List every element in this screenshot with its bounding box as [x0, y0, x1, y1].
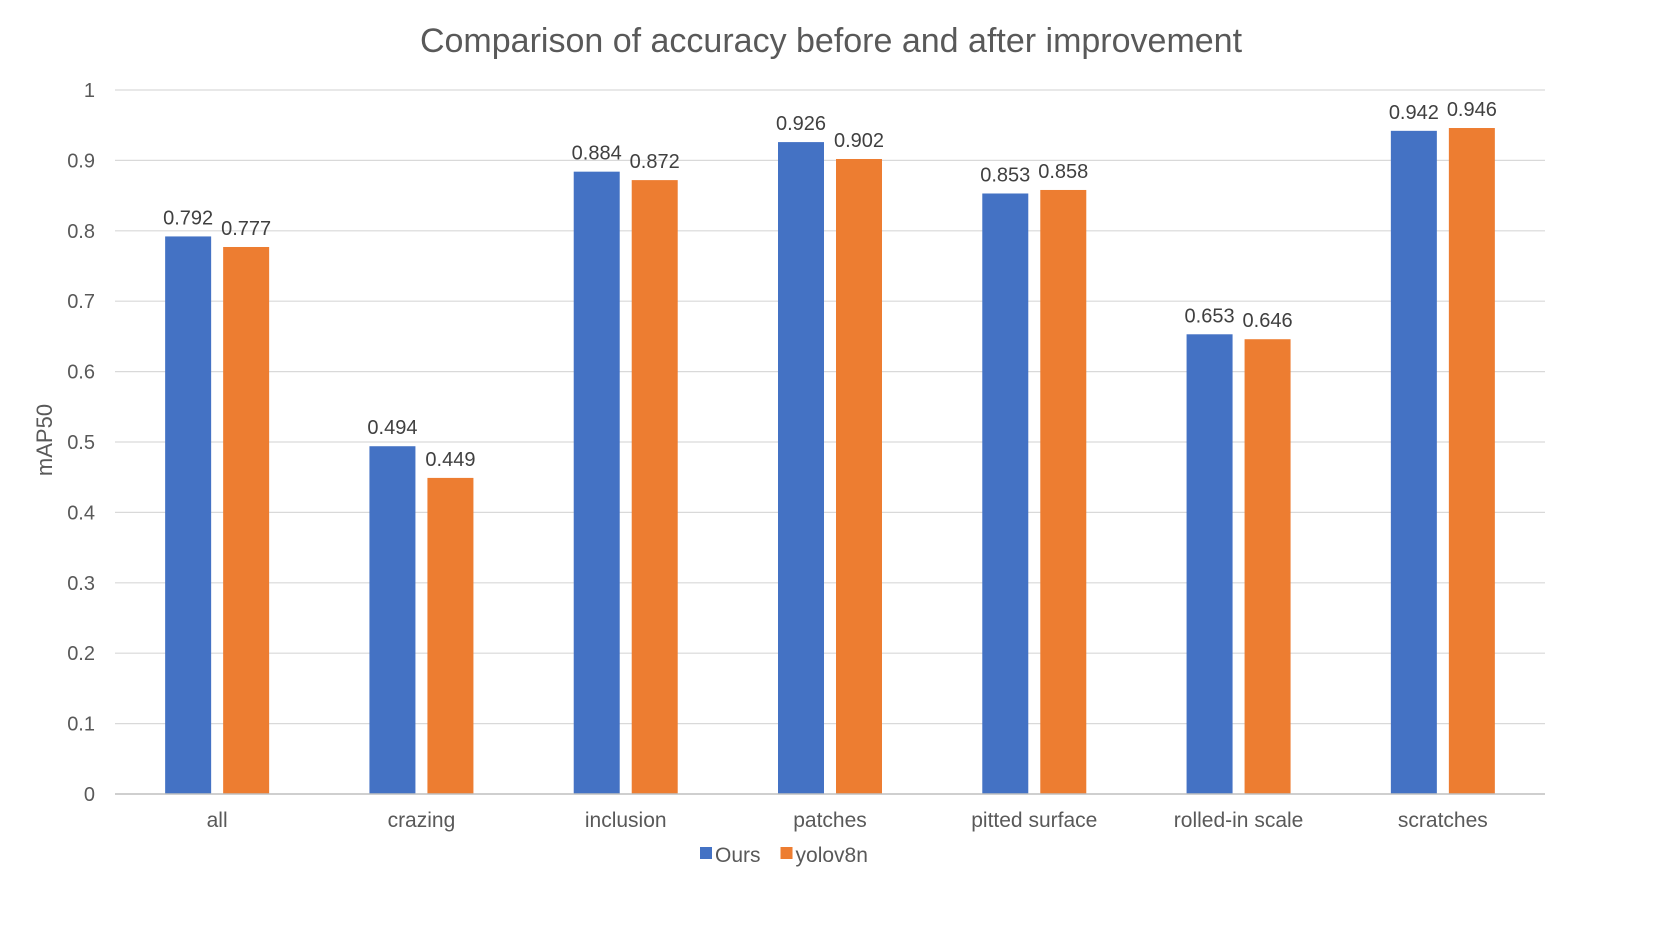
- data-label: 0.792: [163, 207, 213, 229]
- x-axis-categories: all crazing inclusion patches pitted surface…: [207, 809, 1488, 832]
- data-label: 0.777: [221, 218, 271, 240]
- bar-ours-all: [165, 236, 212, 794]
- y-tick-label: 0.4: [67, 502, 95, 524]
- data-label: 0.494: [367, 417, 417, 439]
- y-tick-label: 0.1: [67, 714, 95, 736]
- x-category-label: all: [207, 809, 228, 832]
- bar-yolov8n-rolled-in-scale: [1244, 339, 1291, 794]
- legend: Ours yolov8n: [700, 844, 868, 867]
- gridlines: [115, 89, 1545, 725]
- x-category-label: patches: [793, 809, 867, 832]
- data-label: 0.653: [1185, 305, 1235, 327]
- bar-ours-scratches: [1390, 130, 1437, 794]
- data-label: 0.853: [980, 164, 1030, 186]
- x-category-label: rolled-in scale: [1174, 809, 1304, 832]
- data-label: 0.902: [834, 130, 884, 152]
- legend-swatch-yolov8n: [780, 847, 793, 859]
- data-label: 0.946: [1447, 99, 1497, 121]
- y-axis-ticks: 0 0.1 0.2 0.3 0.4 0.5 0.6 0.7 0.8 0.9 1: [67, 80, 95, 806]
- data-label: 0.449: [425, 449, 475, 471]
- bar-ours-rolled-in-scale: [1186, 334, 1233, 794]
- data-labels: 0.792 0.777 0.494 0.449 0.884 0.872 0.926 0.902…: [163, 99, 1497, 471]
- bar-ours-inclusion: [573, 171, 620, 794]
- y-tick-label: 1: [84, 80, 95, 102]
- y-tick-label: 0: [84, 784, 95, 806]
- y-tick-label: 0.7: [67, 291, 95, 313]
- y-tick-label: 0.2: [67, 643, 95, 665]
- data-label: 0.926: [776, 113, 826, 135]
- bar-ours-patches: [778, 142, 824, 794]
- data-label: 0.942: [1389, 102, 1439, 124]
- x-category-label: inclusion: [585, 809, 667, 832]
- legend-label: yolov8n: [796, 844, 868, 867]
- bar-yolov8n-all: [223, 246, 270, 794]
- y-tick-label: 0.5: [67, 432, 95, 454]
- bar-ours-crazing: [369, 446, 416, 794]
- x-category-label: crazing: [388, 809, 456, 832]
- data-label: 0.858: [1038, 161, 1088, 183]
- data-label: 0.872: [630, 151, 680, 173]
- bar-yolov8n-pitted-surface: [1040, 189, 1087, 794]
- x-category-label: pitted surface: [971, 809, 1097, 832]
- data-label: 0.646: [1243, 310, 1293, 332]
- bar-yolov8n-inclusion: [631, 180, 678, 794]
- y-tick-label: 0.3: [67, 573, 95, 595]
- chart-title: Comparison of accuracy before and after …: [420, 22, 1243, 60]
- y-tick-label: 0.6: [67, 362, 95, 384]
- y-tick-label: 0.9: [67, 150, 95, 172]
- y-tick-label: 0.8: [67, 221, 95, 243]
- x-category-label: scratches: [1398, 809, 1488, 832]
- bar-yolov8n-patches: [836, 158, 882, 794]
- bars: [165, 128, 1495, 795]
- bar-yolov8n-scratches: [1448, 128, 1495, 795]
- y-axis-label: mAP50: [32, 404, 57, 476]
- bar-ours-pitted-surface: [982, 193, 1029, 794]
- bar-yolov8n-crazing: [427, 477, 474, 794]
- data-label: 0.884: [572, 143, 622, 165]
- legend-swatch-ours: [700, 847, 712, 859]
- legend-label: Ours: [715, 844, 761, 867]
